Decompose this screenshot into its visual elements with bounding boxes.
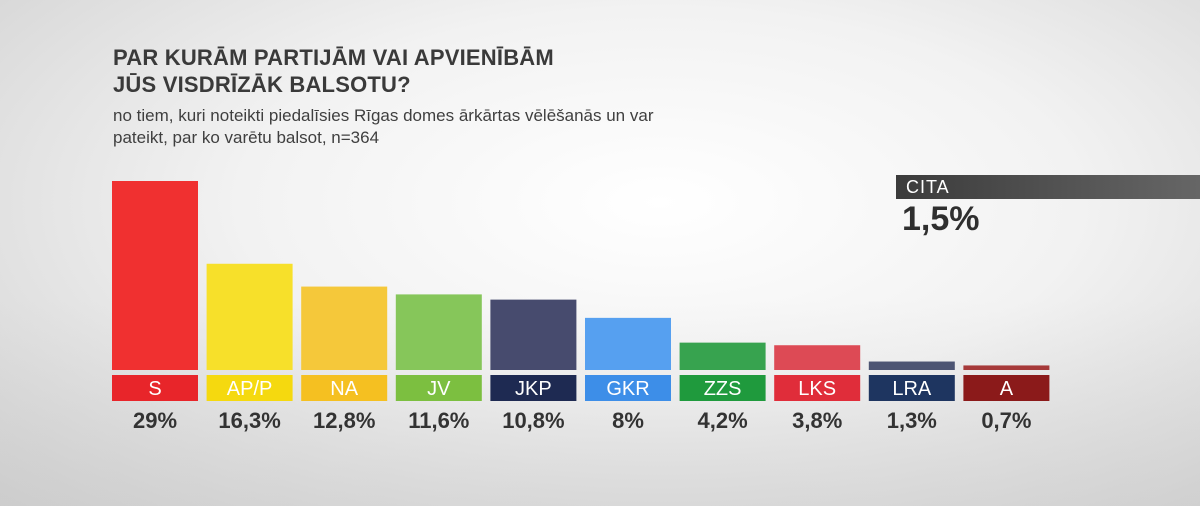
- category-label: GKR: [606, 378, 649, 400]
- category-label: AP/P: [227, 378, 273, 400]
- value-label: 29%: [133, 408, 177, 433]
- bar-app: [206, 263, 293, 370]
- cita-value: 1,5%: [902, 200, 980, 238]
- category-label: S: [148, 378, 161, 400]
- category-label: LKS: [798, 378, 836, 400]
- bar-zzs: [679, 342, 766, 370]
- category-label: JKP: [515, 378, 552, 400]
- category-label-box: [774, 375, 861, 401]
- value-label: 8%: [612, 408, 644, 433]
- cita-label-box: CITA: [896, 175, 1200, 199]
- category-label: NA: [330, 378, 358, 400]
- category-label-box: [585, 375, 671, 401]
- category-label-box: [206, 375, 293, 401]
- category-label-box: [679, 375, 766, 401]
- chart-title: PAR KURĀM PARTIJĀM VAI APVIENĪBĀM JŪS VI…: [113, 44, 673, 98]
- chart-subtitle: no tiem, kuri noteikti piedalīsies Rīgas…: [113, 105, 833, 149]
- value-label: 10,8%: [502, 408, 564, 433]
- bar-s: [112, 181, 198, 370]
- category-label-box: [868, 375, 955, 401]
- bar-na: [301, 286, 388, 370]
- cita-label: CITA: [906, 177, 950, 197]
- value-label: 11,6%: [408, 408, 469, 433]
- subtitle-line-2: pateikt, par ko varētu balsot, n=364: [113, 128, 380, 147]
- bar-jkp: [490, 299, 577, 370]
- bar-lks: [774, 345, 861, 370]
- subtitle-line-1: no tiem, kuri noteikti piedalīsies Rīgas…: [113, 106, 654, 125]
- title-line-2: JŪS VISDRĪZĀK BALSOTU?: [113, 72, 411, 97]
- title-line-1: PAR KURĀM PARTIJĀM VAI APVIENĪBĀM: [113, 45, 554, 70]
- bar-gkr: [585, 317, 671, 370]
- category-label-box: [395, 375, 482, 401]
- value-label: 1,3%: [887, 408, 937, 433]
- value-label: 16,3%: [218, 408, 280, 433]
- value-label: 4,2%: [698, 408, 748, 433]
- category-label: JV: [427, 378, 451, 400]
- category-label: A: [1000, 378, 1014, 400]
- bar-lra: [868, 361, 955, 370]
- category-label-box: [963, 375, 1050, 401]
- category-label: ZZS: [704, 378, 742, 400]
- bar-a: [963, 365, 1050, 370]
- value-label: 12,8%: [313, 408, 375, 433]
- category-label-box: [112, 375, 198, 401]
- category-label-box: [490, 375, 577, 401]
- category-label: LRA: [892, 378, 932, 400]
- category-label-box: [301, 375, 388, 401]
- value-label: 3,8%: [792, 408, 842, 433]
- value-label: 0,7%: [981, 408, 1031, 433]
- bar-jv: [395, 294, 482, 370]
